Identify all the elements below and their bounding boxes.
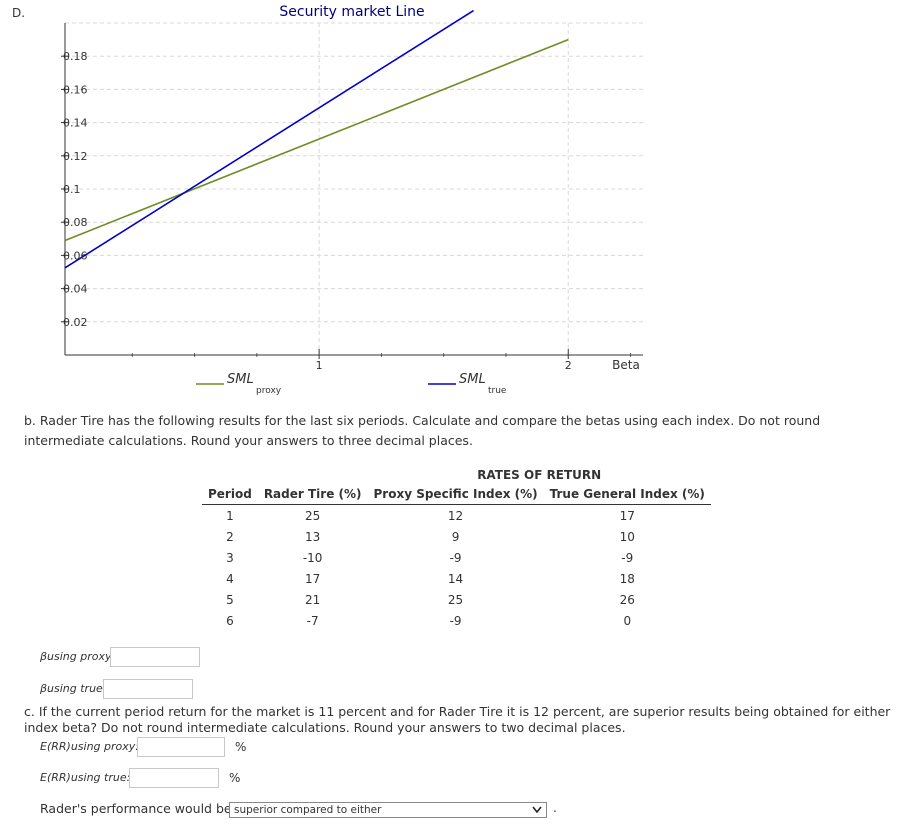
table-row: 4 17 14 18 bbox=[202, 568, 711, 589]
table-cell: 9 bbox=[451, 529, 460, 544]
legend-name-proxy: SML bbox=[227, 372, 254, 387]
table-cell: 5 bbox=[226, 592, 234, 607]
y-tick-label: 0.18 bbox=[63, 50, 88, 63]
x-tick-label: 2 bbox=[565, 359, 572, 372]
table-cell: -9 bbox=[449, 550, 462, 565]
table-cell: 2 bbox=[226, 529, 234, 544]
x-axis-label: Beta bbox=[612, 358, 640, 372]
beta-proxy-label: βusing proxy: bbox=[40, 650, 116, 663]
table-cell: 12 bbox=[447, 508, 464, 523]
table-cell: 14 bbox=[447, 571, 464, 586]
table-cell: 18 bbox=[619, 571, 635, 586]
table-cell: 25 bbox=[305, 508, 321, 523]
table-cell: -10 bbox=[302, 550, 323, 565]
table-row: 6 -7 -9 0 bbox=[202, 610, 711, 631]
table-cell: 10 bbox=[619, 529, 635, 544]
table-row: 1 25 12 17 bbox=[202, 505, 711, 527]
table-header-1: Rader Tire (%) bbox=[257, 484, 368, 505]
series-line-true bbox=[64, 9, 475, 269]
table-cell: 1 bbox=[226, 508, 234, 523]
beta-true-input[interactable] bbox=[103, 679, 193, 699]
table-cell: 3 bbox=[226, 550, 234, 565]
err-true-label: E(RR)using true: bbox=[40, 771, 131, 784]
table-header-2: Proxy Specific Index (%) bbox=[367, 484, 544, 505]
chart-series bbox=[64, 9, 569, 269]
y-tick-label: 0.08 bbox=[63, 216, 88, 229]
y-tick-label: 0.1 bbox=[63, 183, 81, 196]
chart-labels: Security market Line 0.02 0.04 0.06 0.08 0.1 0… bbox=[63, 4, 640, 372]
chevron-down-icon bbox=[532, 803, 542, 821]
performance-select[interactable]: superior compared to either bbox=[229, 802, 547, 818]
table-cell: -9 bbox=[621, 550, 634, 565]
table-cell: 13 bbox=[305, 529, 321, 544]
table-cell: 21 bbox=[305, 592, 321, 607]
table-row: 3 -10 -9 -9 bbox=[202, 547, 711, 568]
y-tick-label: 0.02 bbox=[63, 316, 88, 329]
table-super-header: RATES OF RETURN bbox=[477, 468, 602, 482]
beta-proxy-input[interactable] bbox=[110, 647, 200, 667]
table-cell: 6 bbox=[226, 613, 234, 628]
table-cell: -9 bbox=[449, 613, 462, 628]
err-proxy-input[interactable] bbox=[137, 737, 225, 757]
chart-grid bbox=[65, 22, 643, 355]
performance-prefix: Rader's performance would be bbox=[40, 801, 232, 816]
table-cell: 17 bbox=[619, 508, 635, 523]
legend-subscript-proxy: proxy bbox=[256, 386, 282, 396]
err-proxy-label: E(RR)using proxy: bbox=[40, 740, 139, 753]
part-b-prompt: b. Rader Tire has the following results … bbox=[24, 413, 821, 448]
x-tick-label: 1 bbox=[316, 359, 323, 372]
part-c-prompt: c. If the current period return for the … bbox=[24, 704, 891, 735]
table-cell: 26 bbox=[619, 592, 635, 607]
table-row: 2 13 9 10 bbox=[202, 526, 711, 547]
y-tick-label: 0.12 bbox=[63, 150, 88, 163]
returns-table: RATES OF RETURN Period Rader Tire (%) Prox… bbox=[202, 465, 711, 631]
chart-axes bbox=[61, 23, 643, 359]
err-true-percent: % bbox=[229, 771, 241, 785]
err-proxy-percent: % bbox=[235, 740, 247, 754]
table-cell: 17 bbox=[305, 571, 321, 586]
y-tick-label: 0.14 bbox=[63, 117, 88, 130]
table-cell: 25 bbox=[447, 592, 464, 607]
legend-subscript-true: true bbox=[488, 386, 507, 396]
beta-true-label: βusing true: bbox=[40, 682, 107, 695]
table-header-0: Period bbox=[202, 484, 258, 505]
y-tick-label: 0.06 bbox=[63, 249, 88, 262]
y-tick-label: 0.04 bbox=[63, 283, 88, 296]
y-tick-label: 0.16 bbox=[63, 83, 88, 96]
performance-select-value: superior compared to either bbox=[234, 804, 382, 816]
table-header-3: True General Index (%) bbox=[543, 484, 711, 505]
table-cell: 0 bbox=[623, 613, 632, 628]
table-cell: -7 bbox=[306, 613, 319, 628]
part-d-label: D. bbox=[12, 6, 26, 20]
err-true-input[interactable] bbox=[129, 768, 219, 788]
table-row: 5 21 25 26 bbox=[202, 589, 711, 610]
sml-chart: Security market Line 0.02 0.04 0.06 0.08 0.1 0… bbox=[61, 4, 643, 396]
table-cell: 4 bbox=[226, 571, 234, 586]
chart-title: Security market Line bbox=[279, 4, 424, 20]
performance-suffix: . bbox=[553, 801, 557, 815]
legend-name-true: SML bbox=[459, 372, 486, 387]
series-line-proxy bbox=[64, 38, 569, 242]
